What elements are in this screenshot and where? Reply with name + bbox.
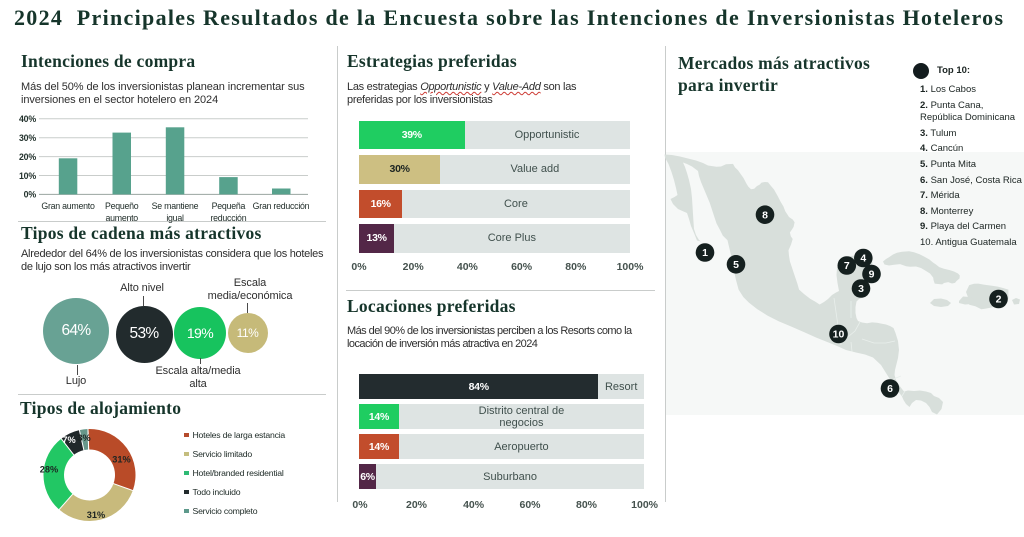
- svg-text:40%: 40%: [19, 114, 36, 124]
- svg-text:31%: 31%: [87, 510, 105, 520]
- svg-text:8: 8: [762, 209, 768, 221]
- svg-text:30%: 30%: [19, 133, 36, 143]
- svg-text:28%: 28%: [40, 465, 58, 475]
- svg-text:igual: igual: [166, 213, 184, 223]
- svg-text:1: 1: [702, 247, 708, 259]
- svg-text:9: 9: [869, 269, 875, 281]
- svg-text:6: 6: [887, 383, 893, 395]
- svg-text:reducción: reducción: [210, 213, 246, 223]
- svg-text:Gran reducción: Gran reducción: [253, 201, 310, 211]
- svg-text:Pequeña: Pequeña: [212, 201, 246, 211]
- svg-text:2: 2: [996, 294, 1002, 306]
- svg-text:10: 10: [833, 329, 845, 341]
- svg-text:3: 3: [858, 283, 864, 295]
- svg-text:0%: 0%: [24, 190, 37, 200]
- svg-text:aumento: aumento: [105, 213, 138, 223]
- svg-text:7%: 7%: [62, 435, 75, 445]
- svg-text:4: 4: [860, 253, 866, 265]
- svg-text:5: 5: [733, 259, 739, 271]
- svg-text:Gran aumento: Gran aumento: [41, 201, 95, 211]
- svg-text:31%: 31%: [112, 455, 130, 465]
- svg-text:Se mantiene: Se mantiene: [152, 201, 199, 211]
- svg-text:10%: 10%: [19, 171, 36, 181]
- svg-text:Pequeño: Pequeño: [105, 201, 139, 211]
- svg-text:7: 7: [844, 260, 850, 272]
- svg-text:20%: 20%: [19, 152, 36, 162]
- svg-text:3%: 3%: [77, 433, 90, 443]
